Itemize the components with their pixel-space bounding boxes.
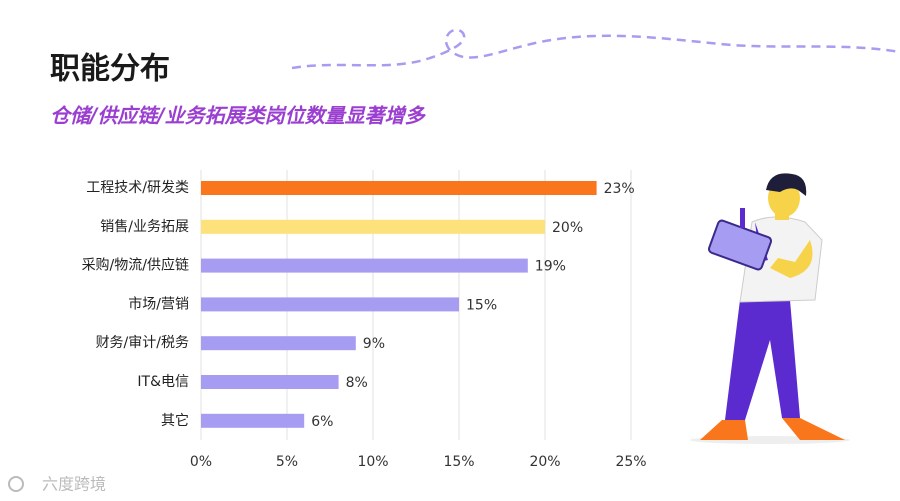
watermark-logo: 六度跨境 (8, 475, 106, 494)
bar (201, 219, 545, 234)
chart-title: 职能分布 (50, 52, 170, 87)
y-tick-label: 市场/营销 (128, 295, 189, 312)
value-label: 6% (311, 414, 333, 430)
bar (201, 413, 305, 428)
chart-subtitle: 仓储/供应链/业务拓展类岗位数量显著增多 (50, 104, 427, 128)
value-label: 9% (363, 336, 385, 352)
x-tick-label: 25% (615, 454, 646, 470)
bar (201, 297, 459, 312)
bar (201, 375, 339, 389)
value-label: 15% (466, 297, 497, 313)
decor-dashed-line (291, 28, 900, 70)
bar (201, 336, 356, 351)
y-tick-label: 财务/审计/税务 (96, 335, 189, 351)
x-tick-label: 20% (529, 454, 560, 470)
plot-area: 0% 5% 10% 15% 20% 25% 工程技术/研发类 23% 销售/业务拓展 20% 采购/… (82, 170, 647, 470)
x-tick-label: 10% (357, 454, 388, 470)
illustration (690, 173, 850, 444)
value-label: 8% (346, 375, 368, 391)
value-label: 23% (604, 181, 635, 197)
y-tick-label: 销售/业务拓展 (100, 219, 189, 235)
y-tick-label: 其它 (161, 412, 189, 429)
watermark: 六度跨境 (42, 475, 106, 494)
value-label: 20% (552, 220, 583, 236)
x-tick-label: 0% (190, 454, 212, 470)
x-tick-label: 15% (443, 454, 474, 470)
y-tick-label: IT&电信 (137, 374, 189, 390)
bar (201, 258, 528, 273)
y-tick-label: 工程技术/研发类 (86, 180, 189, 196)
y-tick-label: 采购/物流/供应链 (82, 257, 189, 274)
bar (201, 181, 597, 195)
x-tick-label: 5% (276, 454, 298, 470)
value-label: 19% (535, 259, 566, 275)
